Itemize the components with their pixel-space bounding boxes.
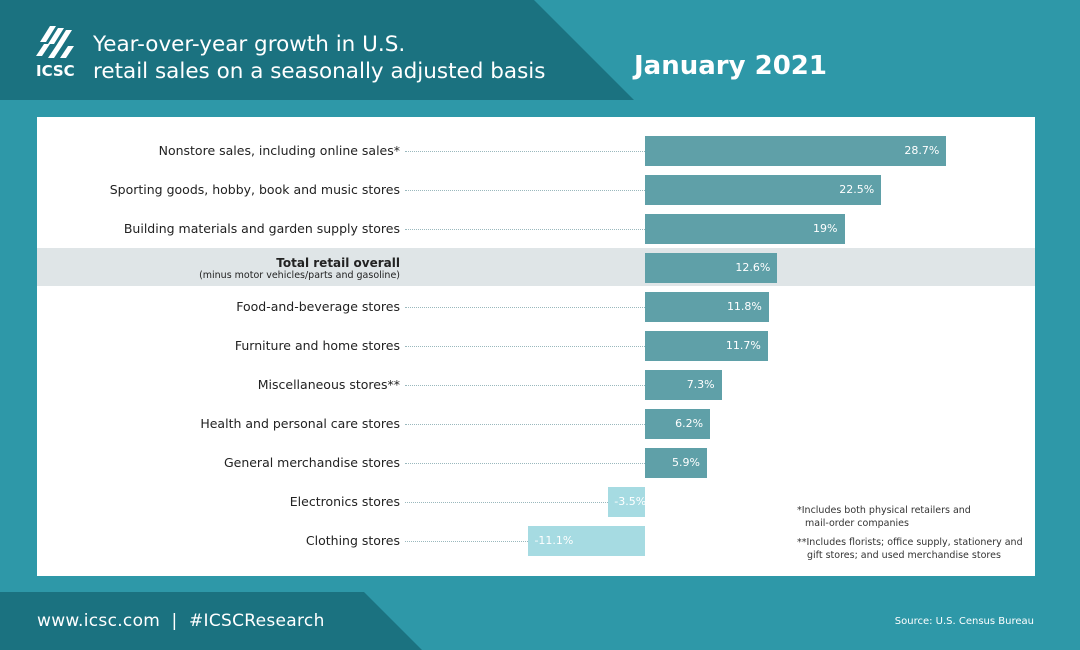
bar	[645, 253, 778, 283]
category-label-text: Nonstore sales, including online sales*	[158, 143, 400, 158]
category-label-text: Total retail overall	[276, 256, 400, 270]
bar-value-label: 11.8%	[726, 300, 762, 313]
category-label: Furniture and home stores	[235, 338, 400, 353]
bar	[645, 448, 707, 478]
footnote-2: **Includes florists; office supply, stat…	[797, 536, 1023, 562]
footnote-2-line-2: gift stores; and used merchandise stores	[807, 550, 1001, 561]
category-label: General merchandise stores	[224, 455, 400, 470]
category-label-text: Building materials and garden supply sto…	[123, 221, 400, 236]
bar-value-label: 22.5%	[839, 183, 875, 196]
bar	[645, 370, 722, 400]
category-label: Total retail overall (minus motor vehicle…	[199, 255, 400, 281]
source-note: Source: U.S. Census Bureau	[894, 616, 1034, 627]
footer-banner	[0, 592, 422, 650]
footer-links[interactable]: www.icsc.com | #ICSCResearch	[37, 611, 325, 631]
title-line-1: Year-over-year growth in U.S.	[93, 32, 406, 57]
bar-value-label: -11.1%	[534, 534, 574, 547]
footnote-2-line-1: **Includes florists; office supply, stat…	[797, 537, 1023, 548]
leader-line	[405, 151, 645, 152]
bar	[645, 409, 711, 439]
title-line-2: retail sales on a seasonally adjusted ba…	[93, 59, 546, 84]
category-label-text: Electronics stores	[289, 494, 400, 509]
category-label: Food-and-beverage stores	[236, 299, 400, 314]
category-label-text: Furniture and home stores	[234, 338, 400, 353]
category-label-text: Miscellaneous stores**	[257, 377, 400, 392]
header-dark-shape	[0, 0, 634, 100]
bar-value-label: 6.2%	[675, 417, 704, 430]
bar	[645, 214, 845, 244]
icsc-logo: ICSC	[36, 26, 75, 80]
leader-line	[405, 502, 609, 503]
leader-line	[405, 346, 645, 347]
leader-line	[405, 541, 529, 542]
category-label: Sporting goods, hobby, book and music st…	[110, 182, 400, 197]
bar-value-label: 5.9%	[671, 456, 700, 469]
bar	[528, 526, 645, 556]
category-label: Clothing stores	[306, 533, 400, 548]
category-label-text: Food-and-beverage stores	[236, 299, 400, 314]
category-label: Health and personal care stores	[200, 416, 400, 431]
footer-dark-shape	[0, 592, 422, 650]
category-label: Nonstore sales, including online sales*	[159, 143, 400, 158]
category-label: Miscellaneous stores**	[258, 377, 400, 392]
bar	[645, 136, 947, 166]
bar-value-label: 28.7%	[904, 144, 940, 157]
total-row-highlight	[37, 248, 1035, 286]
month-label: January 2021	[634, 51, 827, 81]
header-banner	[0, 0, 634, 100]
footnote-1-line-2: mail-order companies	[805, 518, 909, 529]
category-label: Electronics stores	[290, 494, 400, 509]
bar-value-label: -3.5%	[614, 495, 647, 508]
svg-text:ICSC: ICSC	[36, 62, 75, 80]
bar	[645, 331, 768, 361]
bar	[645, 175, 882, 205]
bar-value-label: 12.6%	[735, 261, 771, 274]
category-label-text: General merchandise stores	[223, 455, 400, 470]
footnote-1: *Includes both physical retailers and ma…	[797, 504, 971, 530]
leader-line	[405, 385, 645, 386]
leader-line	[405, 307, 645, 308]
category-label-text: Clothing stores	[305, 533, 400, 548]
footnote-1-line-1: *Includes both physical retailers and	[797, 505, 971, 516]
bar	[645, 292, 769, 322]
category-label: Building materials and garden supply sto…	[124, 221, 400, 236]
leader-line	[405, 229, 645, 230]
bar-value-label: 11.7%	[725, 339, 761, 352]
bar	[608, 487, 645, 517]
category-label-text: Sporting goods, hobby, book and music st…	[109, 182, 400, 197]
leader-line	[405, 424, 645, 425]
bar-value-label: 7.3%	[686, 378, 715, 391]
leader-line	[405, 463, 645, 464]
category-label-text: Health and personal care stores	[200, 416, 400, 431]
leader-line	[405, 190, 645, 191]
category-sublabel: (minus motor vehicles/parts and gasoline…	[199, 270, 400, 281]
page-title: Year-over-year growth in U.S. retail sal…	[93, 31, 545, 85]
bar-value-label: 19%	[813, 222, 838, 235]
